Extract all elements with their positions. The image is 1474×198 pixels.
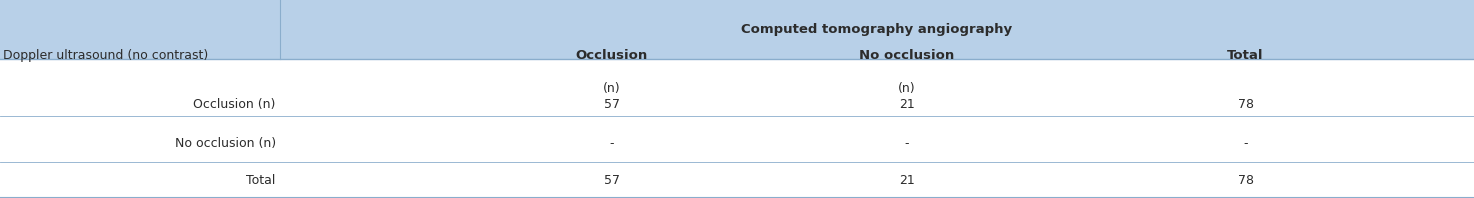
Text: (n): (n) — [603, 82, 621, 95]
Text: Occlusion (n): Occlusion (n) — [193, 98, 276, 111]
Text: Computed tomography angiography: Computed tomography angiography — [741, 23, 1013, 36]
Text: Total: Total — [1228, 49, 1263, 62]
Text: No occlusion: No occlusion — [859, 49, 954, 62]
FancyBboxPatch shape — [0, 0, 1474, 59]
Text: -: - — [609, 137, 615, 150]
Text: 21: 21 — [899, 98, 914, 111]
Text: No occlusion (n): No occlusion (n) — [174, 137, 276, 150]
Text: 78: 78 — [1238, 98, 1253, 111]
Text: 57: 57 — [604, 174, 619, 187]
Text: Occlusion: Occlusion — [575, 49, 649, 62]
Text: 57: 57 — [604, 98, 619, 111]
Text: (n): (n) — [898, 82, 915, 95]
Text: Doppler ultrasound (no contrast): Doppler ultrasound (no contrast) — [3, 49, 208, 62]
Text: -: - — [1243, 137, 1248, 150]
Text: Total: Total — [246, 174, 276, 187]
Text: 78: 78 — [1238, 174, 1253, 187]
Text: -: - — [904, 137, 909, 150]
Text: 21: 21 — [899, 174, 914, 187]
